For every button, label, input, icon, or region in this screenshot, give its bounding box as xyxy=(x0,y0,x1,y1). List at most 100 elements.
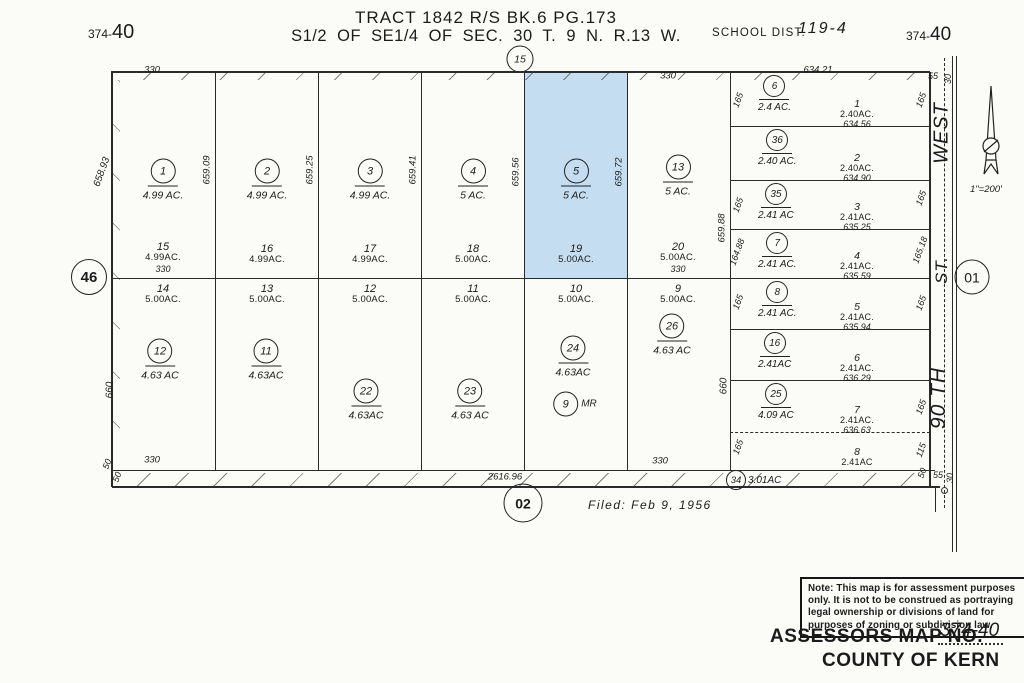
dim-col-659-25: 659.25 xyxy=(304,155,316,185)
parcel-acreage: 2.41AC xyxy=(758,359,792,370)
east-lot-row-2[interactable]: 36 2.40 AC. 2 2.40AC. 634.90 xyxy=(730,126,930,183)
parcel-acreage: 4.63 AC xyxy=(141,369,179,382)
east-row-line-1 xyxy=(730,126,930,128)
dim-bottom-30: 30 xyxy=(945,472,955,484)
lot-number: 3 xyxy=(854,201,860,214)
east-lot-8: 8 2.41AC xyxy=(792,446,922,467)
lot-acreage: 2.41AC. xyxy=(840,312,874,323)
school-district-value: 119-4 xyxy=(798,20,848,37)
east-lot-6: 6 2.41AC. 636.29 xyxy=(792,353,922,383)
parcel-annotation-34[interactable]: 34 3.01AC xyxy=(726,470,781,490)
lot-number: 2 xyxy=(854,152,860,165)
column-line-3 xyxy=(421,72,423,470)
parcel-circle-35: 35 xyxy=(764,183,787,205)
east-parcel-8: 8 2.41 AC. xyxy=(758,281,797,319)
parcel-annotation-13[interactable]: 13 5 AC. xyxy=(663,154,693,198)
dim-bottom-55: 55 xyxy=(932,470,944,480)
survey-point-marker xyxy=(941,487,948,494)
parcel-underline xyxy=(455,405,485,407)
east-lot-1: 1 2.40AC. 634.56 xyxy=(792,99,922,129)
parcel-underline xyxy=(762,153,793,154)
parcel-annotation-22[interactable]: 22 4.63AC xyxy=(348,378,384,422)
lot-number: 9 xyxy=(674,283,682,295)
parcel-annotation-1[interactable]: 1 4.99 AC. xyxy=(143,158,183,202)
parcel-annotation-4[interactable]: 4 5 AC. xyxy=(458,158,488,202)
east-parcel-36: 36 2.40 AC. xyxy=(758,129,797,167)
lot-number: 13 xyxy=(260,283,274,295)
lot-dim: 635.94 xyxy=(843,321,871,332)
parcel-circle-36: 36 xyxy=(766,129,789,151)
parcel-underline xyxy=(759,356,790,357)
assessors-map-label: ASSESSORS MAP NO. xyxy=(770,626,983,647)
dim-col-659-41: 659.41 xyxy=(407,155,419,185)
parcel-acreage: 2.41 AC xyxy=(758,210,794,221)
parcel-circle-24: 24 xyxy=(560,335,586,361)
east-lot-row-6[interactable]: 16 2.41AC 6 2.41AC. 636.29 xyxy=(730,329,930,383)
parcel-annotation-24[interactable]: 24 4.63AC xyxy=(555,335,591,379)
dim-col-659-88: 659.88 xyxy=(716,213,728,243)
parcel-underline xyxy=(561,185,591,187)
east-lot-row-1[interactable]: 6 2.4 AC. 1 2.40AC. 634.56 xyxy=(730,72,930,129)
column-line-4 xyxy=(524,72,526,470)
map-number-prefix: 374- xyxy=(88,27,113,41)
column-line-5 xyxy=(627,72,629,470)
dim-bottom-330-east: 330 xyxy=(652,455,668,467)
lot-label-9: 9 5.00AC. xyxy=(660,283,696,306)
east-lot-row-7[interactable]: 25 4.09 AC 7 2.41AC. 636.63 xyxy=(730,380,930,435)
lot-number: 15 xyxy=(156,241,170,253)
plat-line-east xyxy=(929,72,931,487)
parcel-circle-1: 1 xyxy=(150,158,176,184)
parcel-circle-12: 12 xyxy=(147,338,173,364)
parcel-annotation-3[interactable]: 3 4.99 AC. xyxy=(350,158,390,202)
lot-acreage: 5.00AC. xyxy=(455,294,491,306)
west-boundary-ticks xyxy=(113,80,120,470)
lot-acreage: 5.00AC. xyxy=(455,254,491,266)
lot-acreage: 5.00AC. xyxy=(145,294,181,306)
parcel-annotation-5-highlighted[interactable]: 5 5 AC. xyxy=(561,158,591,202)
lot-dim: 634.56 xyxy=(843,118,871,129)
lot-number: 19 xyxy=(569,243,583,255)
parcel-acreage: 3.01AC xyxy=(748,474,782,486)
dim-col-659-09: 659.09 xyxy=(201,155,213,185)
county-label: COUNTY OF KERN xyxy=(822,650,1000,671)
parcel-annotation-9-mr[interactable]: 9 MR xyxy=(553,391,597,417)
plat-line-north xyxy=(112,71,930,73)
parcel-underline xyxy=(145,365,175,367)
lot-dim: 635.59 xyxy=(843,270,871,281)
east-lot-2: 2 2.40AC. 634.90 xyxy=(792,153,922,183)
adjacent-page-circle-right: 01 xyxy=(954,259,990,295)
lot-label-12: 12 5.00AC. xyxy=(352,283,388,306)
lot-dim: 330 xyxy=(670,263,686,274)
east-row-line-4 xyxy=(730,278,930,280)
lot-acreage: 5.00AC. xyxy=(352,294,388,306)
dim-top-30: 30 xyxy=(943,73,953,85)
parcel-annotation-11[interactable]: 11 4.63AC xyxy=(248,338,284,382)
east-parcel-25: 25 4.09 AC xyxy=(758,383,794,421)
street-centerline xyxy=(944,58,945,508)
lot-dim: 635.25 xyxy=(843,221,871,232)
parcel-annotation-26[interactable]: 26 4.63 AC xyxy=(653,313,691,357)
east-lot-row-4[interactable]: 7 2.41 AC. 4 2.41AC. 635.59 xyxy=(730,229,930,281)
parcel-circle-6: 6 xyxy=(763,75,786,97)
street-east-edge-1 xyxy=(952,56,954,552)
parcel-annotation-12[interactable]: 12 4.63 AC xyxy=(141,338,179,382)
parcel-annotation-23[interactable]: 23 4.63 AC xyxy=(451,378,489,422)
parcel-circle-13: 13 xyxy=(665,154,691,180)
parcel-annotation-2[interactable]: 2 4.99 AC. xyxy=(247,158,287,202)
east-lot-row-3[interactable]: 35 2.41 AC 3 2.41AC. 635.25 xyxy=(730,180,930,232)
lot-label-16: 16 4.99AC. xyxy=(249,243,285,266)
east-lot-row-5[interactable]: 8 2.41 AC. 5 2.41AC. 635.94 xyxy=(730,278,930,332)
adjacent-page-circle-top: 15 xyxy=(506,45,534,73)
lot-number: 5 xyxy=(854,301,860,314)
east-lot-row-8[interactable]: 8 2.41AC xyxy=(730,432,930,470)
parcel-acreage: 5 AC. xyxy=(665,185,691,198)
lot-acreage: 4.99AC. xyxy=(352,254,388,266)
dim-top-330-west: 330 xyxy=(144,64,160,76)
lot-label-13: 13 5.00AC. xyxy=(249,283,285,306)
lot-number: 1 xyxy=(854,98,860,111)
dim-col-659-72: 659.72 xyxy=(613,157,625,187)
east-parcel-6: 6 2.4 AC. xyxy=(758,75,791,113)
east-parcel-7: 7 2.41 AC. xyxy=(758,232,797,270)
column-line-east xyxy=(730,72,732,470)
lot-acreage: 2.41AC xyxy=(841,456,873,467)
